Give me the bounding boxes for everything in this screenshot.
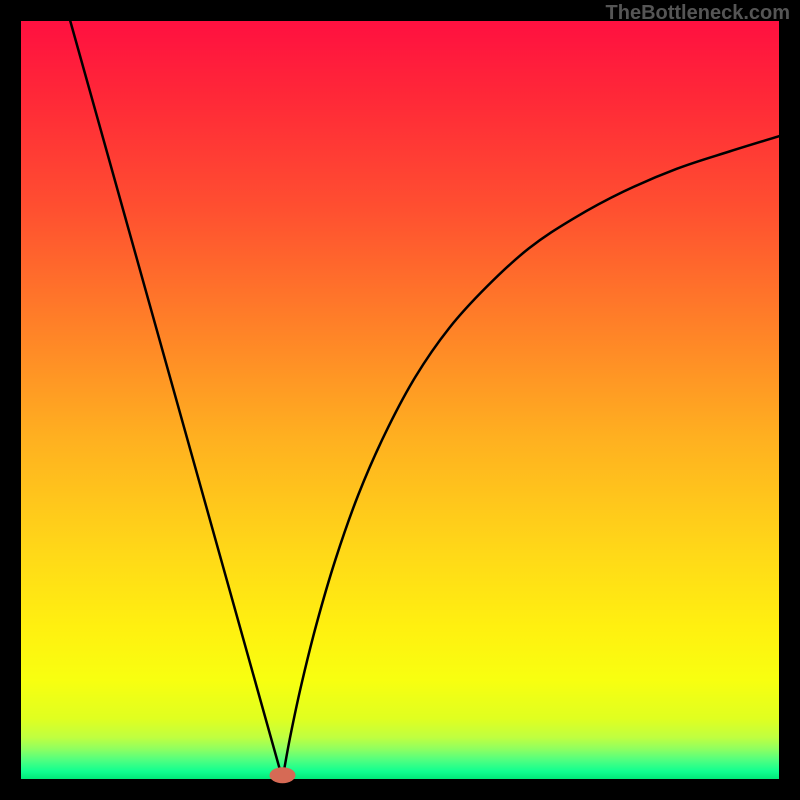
chart-plot-background [21, 21, 779, 779]
minimum-marker [270, 767, 296, 783]
chart-container: TheBottleneck.com [0, 0, 800, 800]
watermark-text: TheBottleneck.com [606, 2, 790, 25]
bottleneck-chart [0, 0, 800, 800]
